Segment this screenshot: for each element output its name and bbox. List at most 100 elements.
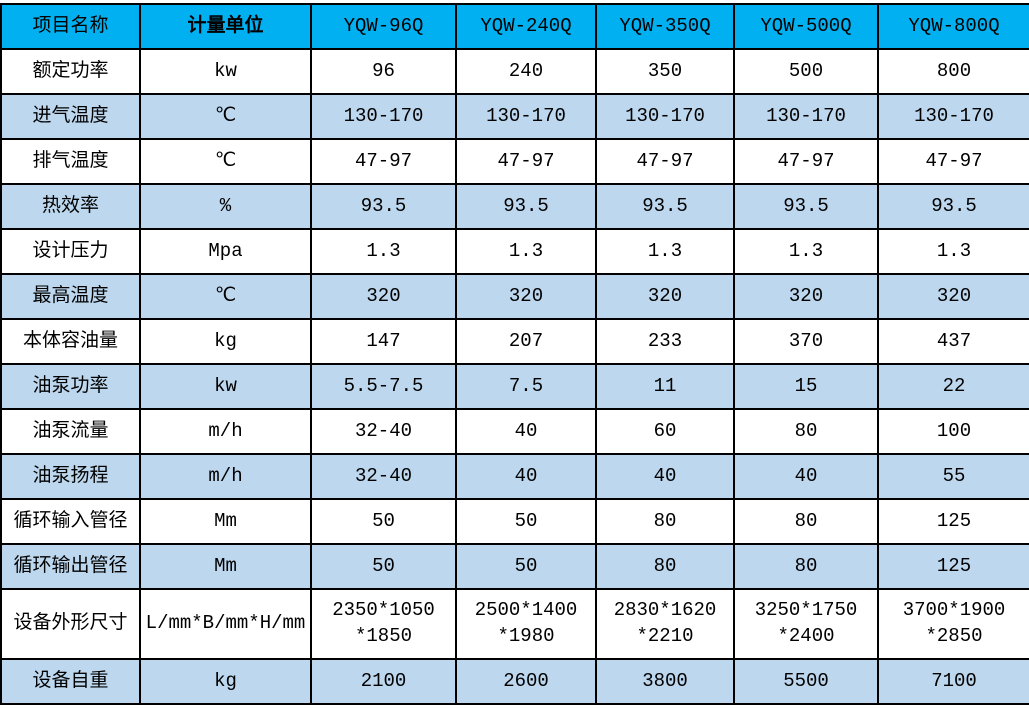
unit-cell: ℃ <box>139 273 312 320</box>
value-cell: 320 <box>310 273 457 320</box>
row-label: 额定功率 <box>0 48 141 95</box>
row-label: 油泵扬程 <box>0 453 141 500</box>
value-cell: 1.3 <box>595 228 735 275</box>
column-header-0: 项目名称 <box>0 3 141 50</box>
value-cell: 125 <box>877 498 1029 545</box>
value-cell: 47-97 <box>455 138 597 185</box>
unit-cell: m/h <box>139 408 312 455</box>
value-cell: 130-170 <box>455 93 597 140</box>
value-cell: 47-97 <box>733 138 879 185</box>
column-header-5: YQW-500Q <box>733 3 879 50</box>
value-cell: 47-97 <box>310 138 457 185</box>
unit-cell: Mpa <box>139 228 312 275</box>
value-cell: 1.3 <box>877 228 1029 275</box>
unit-cell: L/mm*B/mm*H/mm <box>139 588 312 660</box>
value-cell: 50 <box>455 498 597 545</box>
value-cell: 130-170 <box>877 93 1029 140</box>
row-label: 最高温度 <box>0 273 141 320</box>
value-cell: 93.5 <box>877 183 1029 230</box>
value-cell: 93.5 <box>310 183 457 230</box>
unit-cell: kg <box>139 318 312 365</box>
unit-cell: kw <box>139 363 312 410</box>
value-cell: 50 <box>310 543 457 590</box>
value-cell: 50 <box>310 498 457 545</box>
value-cell: 2100 <box>310 658 457 705</box>
value-cell: 55 <box>877 453 1029 500</box>
value-cell: 40 <box>733 453 879 500</box>
table-row: 油泵流量 m/h 32-40 40 60 80 100 <box>0 408 1029 455</box>
table-row: 设备自重 kg 2100 2600 3800 5500 7100 <box>0 658 1029 705</box>
row-label: 设备外形尺寸 <box>0 588 141 660</box>
value-cell: 5500 <box>733 658 879 705</box>
table-row: 最高温度 ℃ 320 320 320 320 320 <box>0 273 1029 320</box>
value-cell: 60 <box>595 408 735 455</box>
value-cell: 350 <box>595 48 735 95</box>
value-cell: 11 <box>595 363 735 410</box>
table-row: 油泵扬程 m/h 32-40 40 40 40 55 <box>0 453 1029 500</box>
unit-cell: Mm <box>139 498 312 545</box>
value-cell: 2350*1050 *1850 <box>310 588 457 660</box>
unit-cell: Mm <box>139 543 312 590</box>
value-cell: 130-170 <box>310 93 457 140</box>
value-cell: 147 <box>310 318 457 365</box>
value-cell: 80 <box>733 498 879 545</box>
value-cell: 80 <box>733 543 879 590</box>
value-cell: 320 <box>595 273 735 320</box>
value-cell: 3800 <box>595 658 735 705</box>
value-cell: 47-97 <box>595 138 735 185</box>
spec-table: 项目名称 计量单位 YQW-96Q YQW-240Q YQW-350Q YQW-500Q Y… <box>0 3 1029 705</box>
table-row: 本体容油量 kg 147 207 233 370 437 <box>0 318 1029 365</box>
value-cell: 1.3 <box>455 228 597 275</box>
value-cell: 80 <box>733 408 879 455</box>
header-row: 项目名称 计量单位 YQW-96Q YQW-240Q YQW-350Q YQW-500Q Y… <box>0 3 1029 50</box>
value-cell: 2500*1400 *1980 <box>455 588 597 660</box>
table-row: 设计压力 Mpa 1.3 1.3 1.3 1.3 1.3 <box>0 228 1029 275</box>
value-cell: 320 <box>455 273 597 320</box>
value-cell: 1.3 <box>310 228 457 275</box>
table-row: 额定功率 kw 96 240 350 500 800 <box>0 48 1029 95</box>
unit-cell: ℃ <box>139 93 312 140</box>
value-cell: 50 <box>455 543 597 590</box>
value-cell: 1.3 <box>733 228 879 275</box>
value-cell: 40 <box>455 408 597 455</box>
column-header-2: YQW-96Q <box>310 3 457 50</box>
value-cell: 130-170 <box>595 93 735 140</box>
table-row: 循环输出管径 Mm 50 50 80 80 125 <box>0 543 1029 590</box>
value-cell: 93.5 <box>733 183 879 230</box>
value-cell: 320 <box>877 273 1029 320</box>
value-cell: 80 <box>595 498 735 545</box>
column-header-1: 计量单位 <box>139 3 312 50</box>
row-label: 设计压力 <box>0 228 141 275</box>
column-header-6: YQW-800Q <box>877 3 1029 50</box>
value-cell: 2830*1620 *2210 <box>595 588 735 660</box>
table-body: 额定功率 kw 96 240 350 500 800 进气温度 ℃ 130-170 130-170 1… <box>0 48 1029 705</box>
row-label: 排气温度 <box>0 138 141 185</box>
value-cell: 370 <box>733 318 879 365</box>
value-cell: 22 <box>877 363 1029 410</box>
value-cell: 32-40 <box>310 453 457 500</box>
value-cell: 240 <box>455 48 597 95</box>
column-header-3: YQW-240Q <box>455 3 597 50</box>
value-cell: 5.5-7.5 <box>310 363 457 410</box>
value-cell: 130-170 <box>733 93 879 140</box>
table-row: 循环输入管径 Mm 50 50 80 80 125 <box>0 498 1029 545</box>
value-cell: 80 <box>595 543 735 590</box>
value-cell: 93.5 <box>595 183 735 230</box>
value-cell: 207 <box>455 318 597 365</box>
value-cell: 47-97 <box>877 138 1029 185</box>
value-cell: 15 <box>733 363 879 410</box>
value-cell: 40 <box>595 453 735 500</box>
row-label: 本体容油量 <box>0 318 141 365</box>
row-label: 循环输出管径 <box>0 543 141 590</box>
value-cell: 7100 <box>877 658 1029 705</box>
value-cell: 125 <box>877 543 1029 590</box>
row-label: 油泵流量 <box>0 408 141 455</box>
value-cell: 93.5 <box>455 183 597 230</box>
table-row: 油泵功率 kw 5.5-7.5 7.5 11 15 22 <box>0 363 1029 410</box>
row-label: 油泵功率 <box>0 363 141 410</box>
unit-cell: kg <box>139 658 312 705</box>
column-header-4: YQW-350Q <box>595 3 735 50</box>
row-label: 热效率 <box>0 183 141 230</box>
table-row: 热效率% 93.5 93.5 93.5 93.5 93.5 <box>0 183 1029 230</box>
row-label: 设备自重 <box>0 658 141 705</box>
